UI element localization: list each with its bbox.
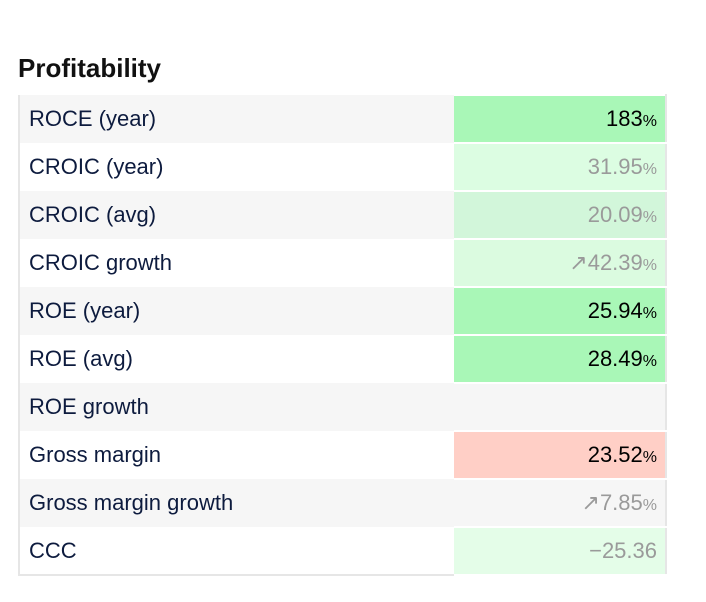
table-row-roe-growth: ROE growth — [19, 382, 667, 432]
profitability-table: ROCE (year) 183% CROIC (year) 31.95% CRO… — [18, 94, 667, 576]
metric-value: 183% — [454, 94, 667, 144]
value-unit: % — [642, 353, 657, 370]
table-row-gross-margin: Gross margin 23.52% — [19, 430, 667, 480]
table-row-croic-avg: CROIC (avg) 20.09% — [19, 190, 667, 240]
table-row-croic-growth: CROIC growth ↗42.39% — [19, 238, 667, 288]
value-number: 25.94 — [587, 298, 643, 323]
value-unit: % — [642, 209, 657, 226]
value-unit: % — [642, 305, 657, 322]
value-unit: % — [642, 161, 657, 178]
metric-value: 31.95% — [454, 142, 667, 192]
value-number: 20.09 — [587, 202, 643, 227]
value-number: 183 — [606, 106, 643, 131]
value-unit: % — [642, 257, 657, 274]
trend-arrow-icon: ↗ — [569, 250, 588, 275]
metric-label: Gross margin — [19, 431, 455, 479]
value-unit: % — [642, 449, 657, 466]
metric-label: CCC — [19, 527, 455, 575]
metric-label: CROIC growth — [19, 239, 455, 287]
metric-label: CROIC (avg) — [19, 191, 455, 239]
value-number: 7.85 — [599, 490, 643, 515]
metric-value: ↗7.85% — [454, 478, 667, 528]
table-row-roce-year: ROCE (year) 183% — [19, 94, 667, 144]
metric-value: 23.52% — [454, 430, 667, 480]
metric-label: Gross margin growth — [19, 479, 455, 527]
metric-value — [454, 382, 667, 432]
metric-value: −25.36 — [454, 526, 667, 576]
table-row-croic-year: CROIC (year) 31.95% — [19, 142, 667, 192]
table-row-roe-year: ROE (year) 25.94% — [19, 286, 667, 336]
metric-label: ROE (avg) — [19, 335, 455, 383]
table-row-ccc: CCC −25.36 — [19, 526, 667, 576]
value-number: 42.39 — [587, 250, 643, 275]
value-number: 23.52 — [587, 442, 643, 467]
value-unit: % — [642, 497, 657, 514]
metric-label: ROE (year) — [19, 287, 455, 335]
metric-value: ↗42.39% — [454, 238, 667, 288]
table-row-gross-margin-growth: Gross margin growth ↗7.85% — [19, 478, 667, 528]
value-number: −25.36 — [589, 538, 657, 563]
metric-value: 25.94% — [454, 286, 667, 336]
metric-value: 20.09% — [454, 190, 667, 240]
metric-label: ROE growth — [19, 383, 455, 431]
value-unit: % — [642, 113, 657, 130]
value-number: 28.49 — [587, 346, 643, 371]
metric-label: CROIC (year) — [19, 143, 455, 191]
section-title: Profitability — [18, 53, 162, 83]
table-row-roe-avg: ROE (avg) 28.49% — [19, 334, 667, 384]
metric-label: ROCE (year) — [19, 95, 455, 143]
metric-value: 28.49% — [454, 334, 667, 384]
value-number: 31.95 — [587, 154, 643, 179]
trend-arrow-icon: ↗ — [581, 490, 600, 515]
